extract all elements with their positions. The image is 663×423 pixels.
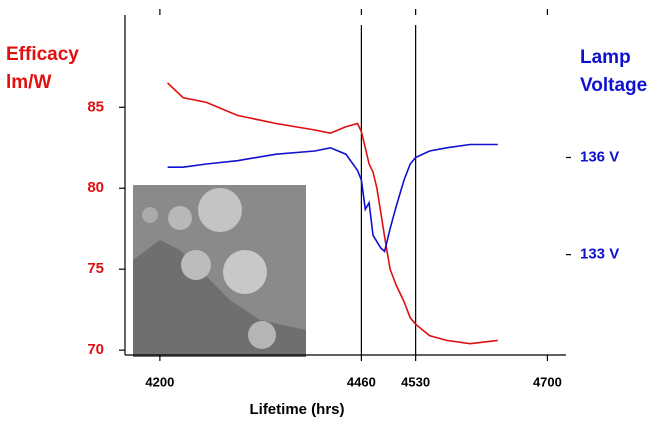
y2-tick-label: 136 V <box>580 148 619 165</box>
y-axis-title: Efficacy <box>6 44 79 65</box>
x-tick-label: 4700 <box>533 374 562 389</box>
x-tick-label: 4530 <box>401 374 430 389</box>
x-tick-label: 4200 <box>145 374 174 389</box>
x-tick-label: 4460 <box>347 374 376 389</box>
data-line <box>167 143 498 253</box>
inset-photo <box>133 185 306 357</box>
y-tick-label: 85 <box>87 98 104 115</box>
y-tick-label: 70 <box>87 341 104 358</box>
x-axis-title: Lifetime (hrs) <box>249 401 344 418</box>
data-line <box>167 82 498 345</box>
y2-axis-title: Lamp <box>580 47 631 68</box>
y-axis-title: lm/W <box>6 72 51 93</box>
y2-axis-title: Voltage <box>580 75 647 96</box>
y2-tick-label: 133 V <box>580 246 619 263</box>
y-tick-label: 80 <box>87 179 104 196</box>
y-tick-label: 75 <box>87 260 104 277</box>
